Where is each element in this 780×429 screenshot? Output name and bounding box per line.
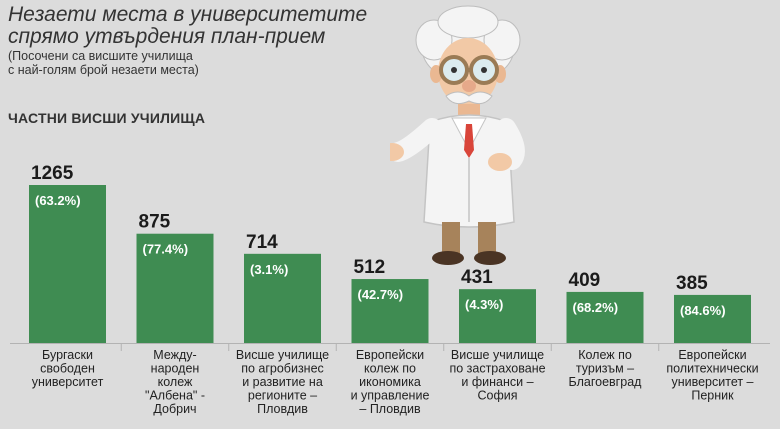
bar-6 [566, 291, 644, 343]
category-label-5: Висше училище по застраховане и финанси – С… [449, 348, 545, 403]
bar-percent-label-1: (63.2%) [35, 193, 81, 208]
bar-2 [136, 233, 214, 343]
category-label-6: Колеж по туризъм – Благоевград [569, 348, 643, 389]
section-label: ЧАСТНИ ВИСШИ УЧИЛИЩА [8, 110, 206, 126]
bar-value-label-6: 409 [569, 270, 601, 291]
bar-4 [351, 279, 429, 343]
bars-group: 1265 (63.2%) Бургаски свободен университет 87… [29, 163, 759, 416]
bar-percent-label-3: (3.1%) [250, 262, 288, 277]
professor-mascot-illustration [390, 5, 525, 265]
category-label-7: Европейски политехнически университет – Пер… [666, 348, 758, 403]
bar-value-label-4: 512 [354, 257, 386, 278]
chart-title: Незаети места в университетите спрямо ут… [8, 4, 408, 48]
title-line-1: Незаети места в университетите [8, 3, 368, 26]
bar-value-label-7: 385 [676, 273, 708, 294]
bar-3 [244, 253, 321, 343]
bar-percent-label-4: (42.7%) [358, 287, 404, 302]
bar-1 [29, 185, 106, 343]
title-line-2: спрямо утвърдения план-прием [8, 25, 326, 48]
bar-percent-label-7: (84.6%) [680, 303, 726, 318]
bar-value-label-5: 431 [461, 267, 493, 288]
bar-value-label-1: 1265 [31, 163, 74, 184]
chart-subtitle: (Посочени са висшите училища с най-голям… [8, 49, 268, 77]
bar-7 [674, 294, 751, 343]
subtitle-line-1: (Посочени са висшите училища [8, 49, 193, 63]
category-label-1: Бургаски свободен университет [32, 348, 104, 389]
category-label-2: Между-народен колеж "Албена" -Добрич [145, 348, 205, 416]
bar-percent-label-5: (4.3%) [465, 297, 503, 312]
bar-value-label-2: 875 [139, 212, 171, 233]
category-label-3: Висше училище по агробизнес и развитие на р… [236, 348, 329, 416]
bar-5 [459, 289, 536, 343]
bar-percent-label-2: (77.4%) [143, 242, 189, 257]
bar-percent-label-6: (68.2%) [573, 300, 619, 315]
subtitle-line-2: с най-голям брой незаети места) [8, 63, 199, 77]
category-label-4: Европейски колеж по икономика и управление –… [351, 348, 430, 416]
bar-value-label-3: 714 [246, 232, 278, 253]
